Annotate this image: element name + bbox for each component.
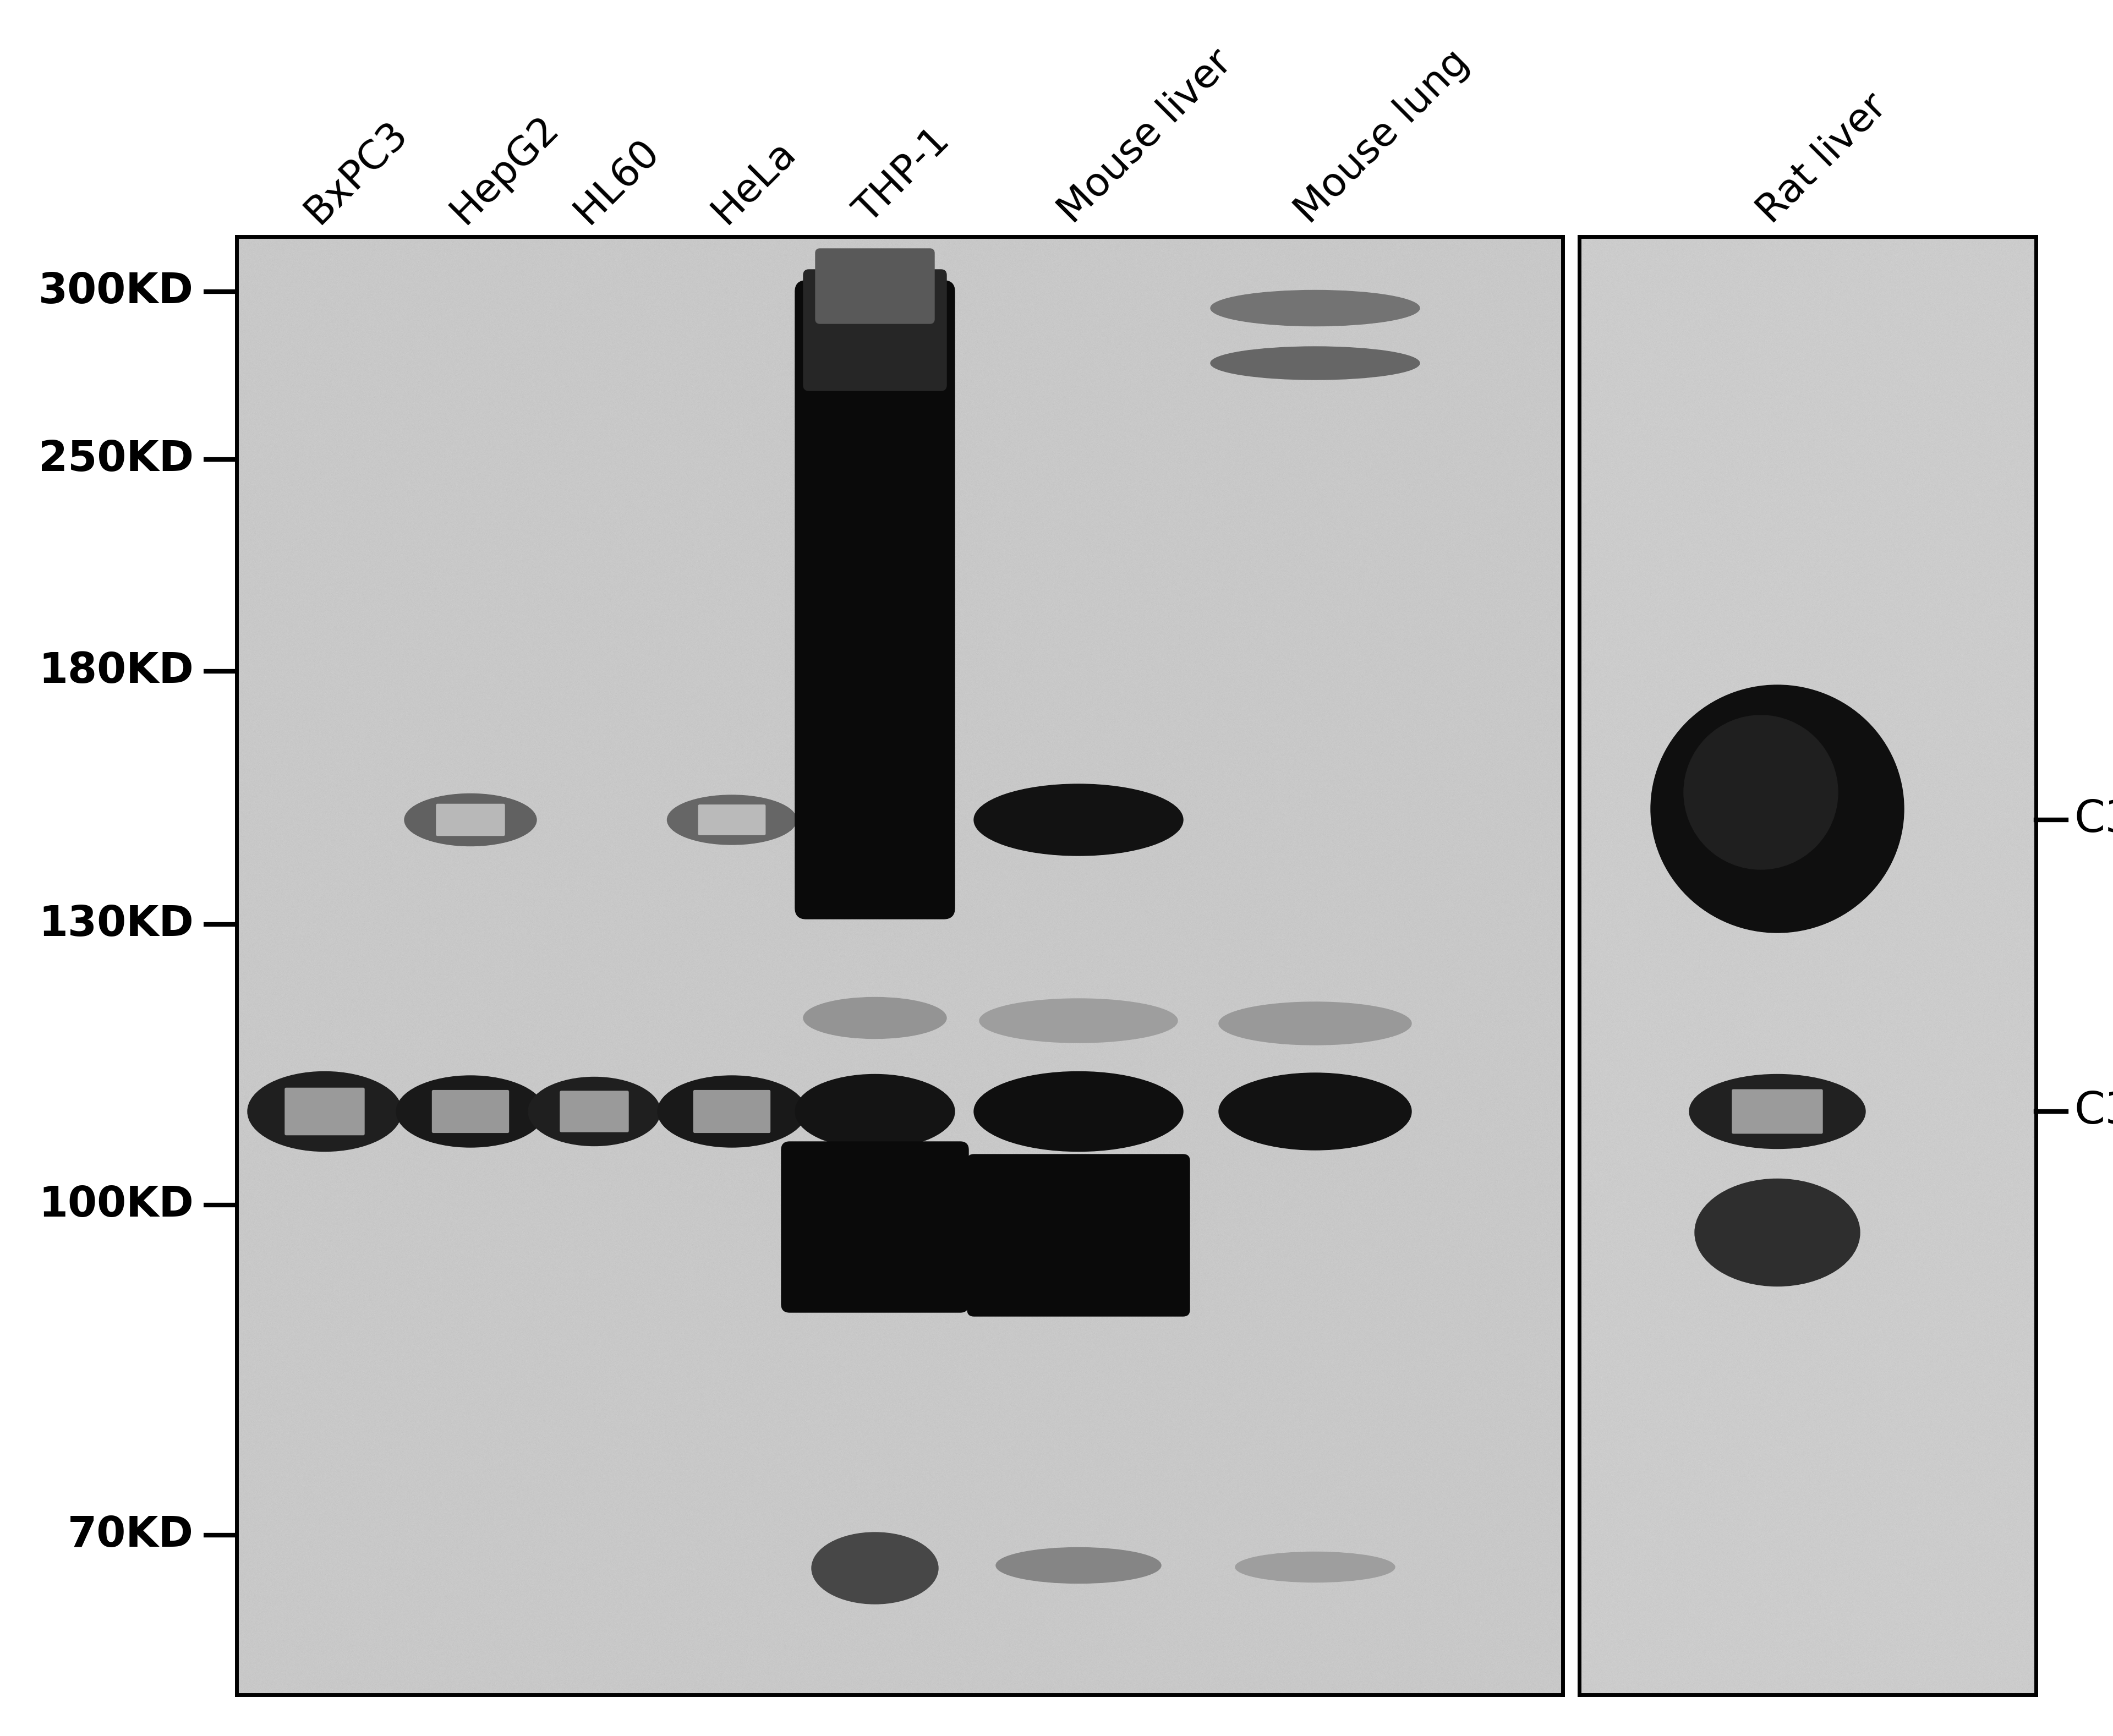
- Ellipse shape: [1211, 290, 1420, 326]
- Ellipse shape: [794, 1075, 955, 1149]
- FancyBboxPatch shape: [693, 1090, 769, 1132]
- Text: 130KD: 130KD: [38, 904, 194, 944]
- Ellipse shape: [1695, 1179, 1859, 1286]
- Ellipse shape: [1236, 1552, 1395, 1581]
- Ellipse shape: [974, 785, 1183, 856]
- Text: HeLa: HeLa: [706, 134, 803, 231]
- Ellipse shape: [811, 1533, 938, 1604]
- Text: C3: C3: [2075, 799, 2113, 842]
- FancyBboxPatch shape: [560, 1092, 628, 1132]
- Ellipse shape: [1684, 715, 1838, 870]
- Text: HepG2: HepG2: [444, 108, 566, 231]
- Ellipse shape: [528, 1076, 659, 1146]
- Bar: [237, 236, 1564, 1694]
- Ellipse shape: [668, 795, 797, 845]
- FancyBboxPatch shape: [816, 248, 934, 323]
- Ellipse shape: [1688, 1075, 1866, 1149]
- Ellipse shape: [1650, 686, 1904, 932]
- Text: 100KD: 100KD: [38, 1184, 194, 1226]
- Ellipse shape: [657, 1076, 807, 1147]
- Text: 70KD: 70KD: [68, 1516, 194, 1555]
- Text: THP-1: THP-1: [847, 122, 957, 231]
- Ellipse shape: [247, 1071, 401, 1151]
- FancyBboxPatch shape: [699, 806, 765, 835]
- Bar: [1578, 236, 2037, 1694]
- Text: BxPC3: BxPC3: [298, 115, 414, 231]
- Text: 180KD: 180KD: [38, 651, 194, 691]
- Text: Rat liver: Rat liver: [1750, 87, 1895, 231]
- Text: Mouse lung: Mouse lung: [1289, 43, 1477, 231]
- Text: 300KD: 300KD: [38, 271, 194, 312]
- FancyBboxPatch shape: [794, 281, 955, 918]
- Ellipse shape: [1219, 1002, 1411, 1045]
- Ellipse shape: [995, 1547, 1160, 1583]
- Ellipse shape: [404, 793, 537, 845]
- Text: 250KD: 250KD: [38, 439, 194, 479]
- Ellipse shape: [974, 1071, 1183, 1151]
- FancyBboxPatch shape: [968, 1154, 1190, 1316]
- FancyBboxPatch shape: [1733, 1090, 1821, 1134]
- Ellipse shape: [1219, 1073, 1411, 1149]
- FancyBboxPatch shape: [285, 1088, 363, 1135]
- FancyBboxPatch shape: [433, 1090, 509, 1132]
- FancyBboxPatch shape: [782, 1142, 968, 1312]
- FancyBboxPatch shape: [437, 804, 505, 835]
- Ellipse shape: [980, 998, 1177, 1043]
- Ellipse shape: [1211, 347, 1420, 380]
- FancyBboxPatch shape: [803, 269, 947, 391]
- Ellipse shape: [397, 1076, 545, 1147]
- Ellipse shape: [803, 996, 947, 1038]
- Text: Mouse liver: Mouse liver: [1052, 43, 1240, 231]
- Text: HL60: HL60: [568, 132, 668, 231]
- Text: C3-α: C3-α: [2075, 1090, 2113, 1134]
